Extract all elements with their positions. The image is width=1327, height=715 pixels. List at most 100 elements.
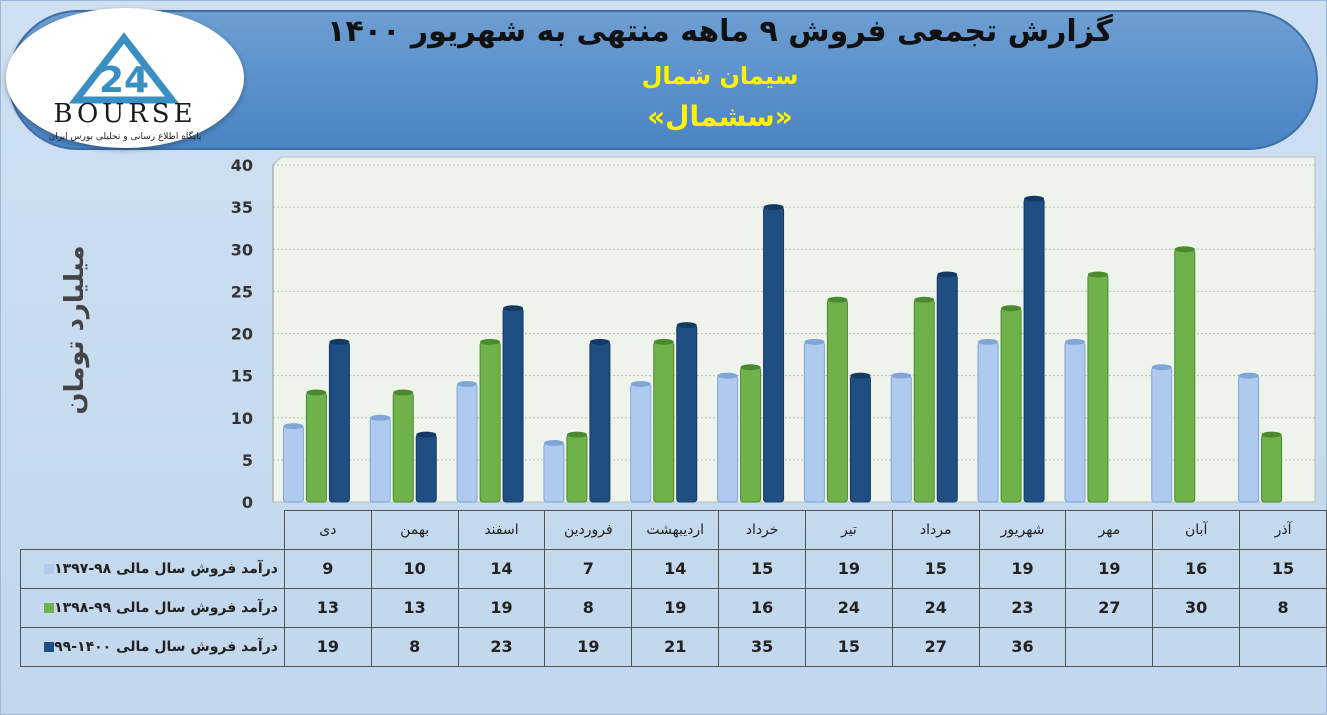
y-tick-label: 30 bbox=[231, 240, 253, 259]
bar bbox=[676, 324, 698, 503]
category-label: آذر bbox=[1239, 510, 1327, 550]
series-label: درآمد فروش سال مالی ۹۸-۱۳۹۷ bbox=[20, 548, 285, 589]
category-label: مرداد bbox=[891, 510, 980, 550]
legend-entry: درآمد فروش سال مالی ۹۸-۱۳۹۷ bbox=[54, 560, 278, 577]
table-cell: 23 bbox=[978, 587, 1067, 628]
bar-top bbox=[329, 338, 350, 345]
table-cell: 19 bbox=[631, 587, 720, 628]
bar bbox=[740, 366, 762, 503]
bar bbox=[1261, 434, 1283, 503]
y-tick-label: 5 bbox=[242, 451, 253, 470]
bourse24-logo: 24 BOURSE پایگاه اطلاع رسانی و تحلیلی بو… bbox=[6, 8, 244, 148]
table-cell: 14 bbox=[631, 548, 720, 589]
bar-top bbox=[630, 381, 651, 388]
series-label: درآمد فروش سال مالی ۹۹-۱۳۹۸ bbox=[20, 587, 285, 628]
y-tick-label: 40 bbox=[231, 156, 253, 175]
table-cell: 15 bbox=[805, 626, 893, 667]
table-cell: 10 bbox=[370, 548, 459, 589]
table-cell: 24 bbox=[805, 587, 893, 628]
table-row: درآمد فروش سال مالی ۹۸-۱۳۹۷ 9 10 14 7 14 15 19 1… bbox=[20, 548, 1327, 589]
bar bbox=[890, 375, 912, 503]
bar bbox=[630, 383, 652, 503]
table-cell: 13 bbox=[283, 587, 372, 628]
category-label: بهمن bbox=[370, 510, 459, 550]
page-title: گزارش تجمعی فروش ۹ ماهه منتهی به شهریور … bbox=[327, 14, 1113, 49]
bar-top bbox=[740, 364, 761, 371]
bar-top bbox=[804, 338, 825, 345]
table-cell bbox=[1152, 626, 1241, 667]
table-cell: 35 bbox=[718, 626, 806, 667]
table-cell: 15 bbox=[718, 548, 806, 589]
bar-top bbox=[589, 338, 610, 345]
bar-top bbox=[566, 431, 587, 438]
bar bbox=[826, 299, 848, 503]
bar-top bbox=[393, 389, 414, 396]
table-cell: 15 bbox=[1239, 548, 1327, 589]
bar-top bbox=[827, 296, 848, 303]
bar bbox=[328, 341, 350, 503]
bar bbox=[305, 391, 327, 503]
bar-top bbox=[763, 204, 784, 211]
bar-top bbox=[1087, 271, 1108, 278]
bar bbox=[589, 341, 611, 503]
bar-top bbox=[306, 389, 327, 396]
table-cell: 16 bbox=[718, 587, 806, 628]
data-table: دی بهمن اسفند فروردین اردیبهشت خرداد تیر مرداد ش… bbox=[20, 510, 1327, 667]
bar bbox=[479, 341, 501, 503]
table-cell bbox=[1239, 626, 1327, 667]
bar bbox=[456, 383, 478, 503]
logo-number: 24 bbox=[99, 60, 149, 101]
bar bbox=[566, 434, 588, 503]
table-cell: 30 bbox=[1152, 587, 1241, 628]
bar bbox=[849, 375, 871, 503]
table-cell: 13 bbox=[370, 587, 459, 628]
category-label: اسفند bbox=[457, 510, 546, 550]
bar bbox=[1151, 366, 1173, 503]
category-label: اردیبهشت bbox=[631, 510, 720, 550]
bar-top bbox=[1151, 364, 1172, 371]
bar bbox=[717, 375, 739, 503]
table-cell: 27 bbox=[891, 626, 980, 667]
ticker-symbol: «سشمال» bbox=[647, 100, 793, 133]
bar-top bbox=[653, 338, 674, 345]
table-row: درآمد فروش سال مالی ۹۹-۱۳۹۸ 13 13 19 8 19 16 24… bbox=[20, 587, 1327, 628]
bar-top bbox=[283, 423, 304, 430]
category-label: فروردین bbox=[544, 510, 633, 550]
table-cell: 23 bbox=[457, 626, 546, 667]
table-cell: 21 bbox=[631, 626, 720, 667]
bar-top bbox=[676, 322, 697, 329]
category-label: آبان bbox=[1152, 510, 1241, 550]
bar bbox=[392, 391, 414, 503]
table-cell: 19 bbox=[457, 587, 546, 628]
bar bbox=[977, 341, 999, 503]
table-row: درآمد فروش سال مالی ۱۴۰۰-۹۹ 19 8 23 19 21 35 15… bbox=[20, 626, 1327, 667]
bar-top bbox=[370, 414, 391, 421]
table-cell: 19 bbox=[283, 626, 372, 667]
table-cell: 19 bbox=[978, 548, 1067, 589]
bar-top bbox=[717, 372, 738, 379]
y-tick-label: 15 bbox=[231, 367, 253, 386]
bar bbox=[763, 206, 785, 503]
bar-top bbox=[850, 372, 871, 379]
bar-top bbox=[1174, 246, 1195, 253]
bar-top bbox=[1064, 338, 1085, 345]
y-tick-label: 10 bbox=[231, 409, 253, 428]
bar-top bbox=[937, 271, 958, 278]
table-cell: 24 bbox=[891, 587, 980, 628]
table-cell: 19 bbox=[1065, 548, 1154, 589]
bar bbox=[1064, 341, 1086, 503]
bar bbox=[1174, 248, 1196, 503]
bar-top bbox=[457, 381, 478, 388]
bar bbox=[936, 274, 958, 503]
table-cell: 27 bbox=[1065, 587, 1154, 628]
bar bbox=[282, 425, 304, 503]
category-label: شهریور bbox=[978, 510, 1067, 550]
bar-top bbox=[1261, 431, 1282, 438]
bar bbox=[653, 341, 675, 503]
table-cell bbox=[1065, 626, 1154, 667]
legend-key bbox=[44, 641, 55, 652]
logo-graphic: 24 BOURSE پایگاه اطلاع رسانی و تحلیلی بو… bbox=[49, 32, 202, 142]
bar bbox=[803, 341, 825, 503]
table-header-row: دی بهمن اسفند فروردین اردیبهشت خرداد تیر مرداد ش… bbox=[20, 510, 1327, 550]
